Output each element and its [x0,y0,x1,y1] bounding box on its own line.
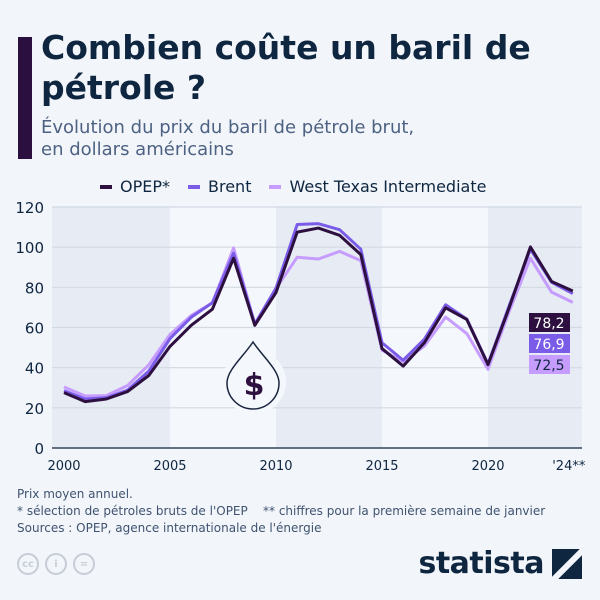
y-tick-label: 100 [15,239,44,257]
x-tick-label: '24** [552,459,586,474]
end-label-box [529,355,570,374]
end-value-label: 72,5 [533,358,564,374]
license-icons[interactable]: cc i = [17,553,95,575]
legend: OPEP* Brent West Texas Intermediate [100,177,486,196]
subtitle: Évolution du prix du baril de pétrole br… [41,117,561,161]
x-tick-label: 2000 [47,459,80,474]
legend-swatch [269,184,282,189]
y-tick-label: 80 [25,279,44,297]
note: Prix moyen annuel. [17,487,133,501]
line-chart: 0 20 40 60 80 100 120 2000 2005 2010 2015 2020 '24**… [15,199,586,474]
legend-label: OPEP* [120,177,170,196]
legend-swatch [188,184,200,189]
end-label-box [529,334,570,353]
x-tick-label: 2010 [259,459,292,474]
legend-swatch [100,184,112,189]
legend-label: Brent [208,177,252,196]
statista-logo[interactable]: statista [418,546,582,581]
cc-icon: cc [17,553,39,575]
accent-bar [18,37,32,159]
subtitle-line: en dollars américains [41,139,234,160]
y-tick-label: 0 [34,440,44,458]
legend-item-brent: Brent [188,177,251,196]
oil-drop-dollar-icon: $ [222,340,286,414]
x-tick-label: 2020 [471,459,504,474]
legend-item-opep: OPEP* [100,177,170,196]
end-label-box [529,313,570,332]
series-line-west-texas-intermediate [63,246,574,398]
svg-text:$: $ [244,368,265,403]
subtitle-line: Évolution du prix du baril de pétrole br… [41,117,415,138]
end-value-label: 78,2 [533,316,564,332]
y-tick-label: 20 [25,400,44,418]
y-tick-label: 40 [25,360,44,378]
y-tick-label: 60 [25,320,44,338]
x-tick-label: 2015 [365,459,398,474]
end-value-label: 76,9 [533,337,564,353]
footer-notes: Prix moyen annuel. * sélection de pétrol… [17,486,545,537]
note: * sélection de pétroles bruts de l'OPEP … [17,504,546,518]
no-derivatives-icon: = [73,553,95,575]
series-line-opep- [63,226,574,404]
legend-label: West Texas Intermediate [289,177,487,196]
sources: Sources : OPEP, agence internationale de… [17,521,322,535]
legend-item-wti: West Texas Intermediate [269,177,486,196]
attribution-icon: i [45,553,67,575]
logo-mark-icon [552,548,582,579]
logo-text: statista [418,546,544,581]
x-tick-label: 2005 [153,459,186,474]
page-title: Combien coûte un baril de pétrole ? [41,28,531,107]
y-tick-label: 120 [15,199,44,217]
